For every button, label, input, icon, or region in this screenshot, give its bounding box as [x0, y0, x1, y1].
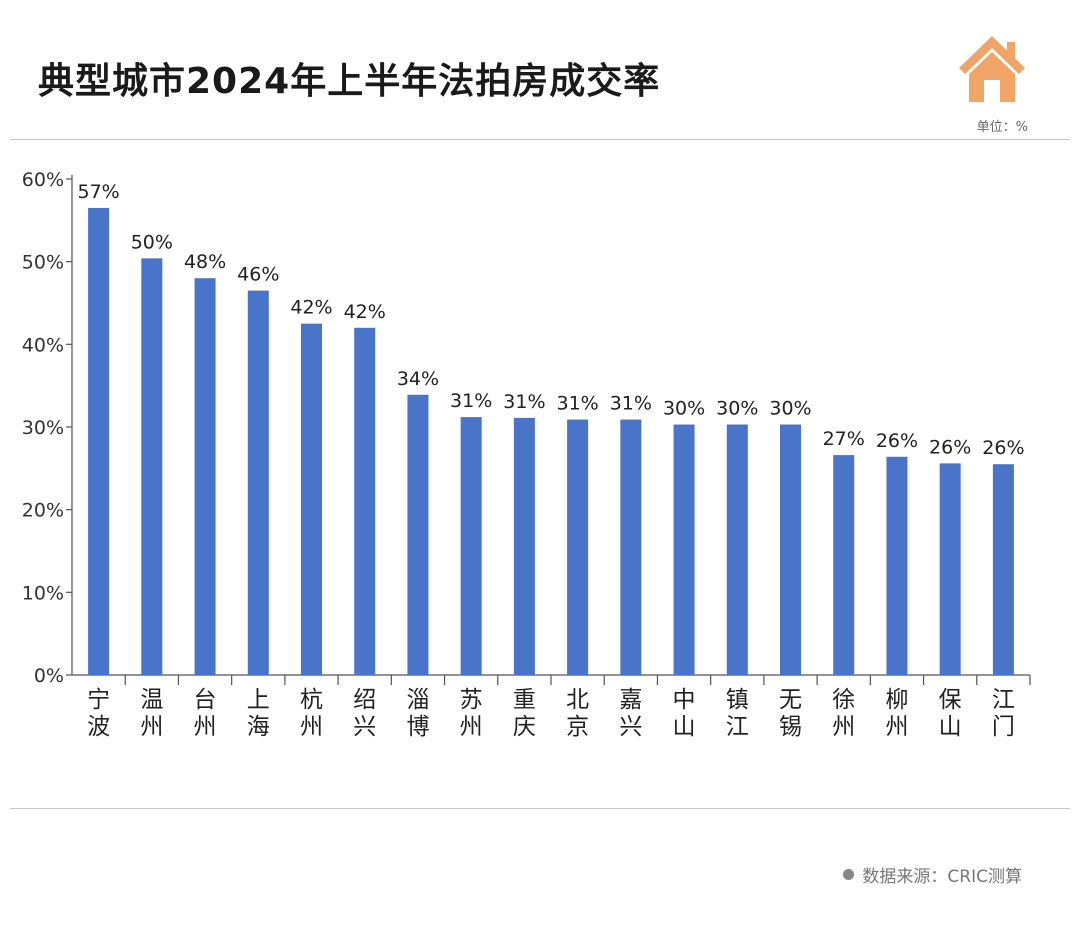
data-label: 30%	[716, 398, 758, 420]
y-tick-label: 10%	[22, 582, 64, 604]
bar	[833, 455, 855, 675]
category-label: 州	[832, 714, 855, 740]
category-label: 重	[513, 687, 536, 713]
source-label: 数据来源：CRIC测算	[862, 867, 1022, 887]
data-label: 27%	[823, 428, 865, 450]
source-note: 数据来源：CRIC测算	[843, 862, 1022, 887]
data-label: 31%	[450, 390, 492, 412]
data-label: 48%	[184, 251, 226, 273]
bar	[992, 464, 1014, 675]
category-label: 州	[194, 714, 217, 740]
bar	[354, 327, 376, 675]
category-label: 锡	[779, 714, 802, 740]
bar	[513, 417, 535, 675]
category-label: 杭	[300, 687, 323, 713]
data-label: 26%	[982, 437, 1024, 459]
data-label: 31%	[556, 393, 598, 415]
bar	[247, 290, 269, 675]
unit-label: 单位：%	[976, 120, 1028, 135]
house-icon	[959, 36, 1025, 102]
category-label: 门	[992, 714, 1015, 740]
category-label: 京	[566, 714, 589, 740]
category-label: 江	[992, 687, 1015, 713]
data-label: 26%	[876, 430, 918, 452]
category-label: 北	[566, 687, 589, 713]
bar	[141, 258, 163, 675]
category-label: 山	[939, 714, 962, 740]
category-label: 淄	[406, 687, 429, 713]
category-label: 无	[779, 687, 802, 713]
bar	[939, 463, 961, 675]
house-door	[984, 80, 1000, 102]
bar	[673, 424, 695, 675]
category-label: 台	[194, 687, 217, 713]
dot-icon	[843, 869, 855, 880]
category-label: 绍	[353, 687, 376, 713]
category-label: 州	[460, 714, 483, 740]
category-label: 温	[140, 687, 163, 713]
house-body	[969, 52, 1015, 102]
bar	[886, 456, 908, 675]
data-label: 57%	[77, 181, 119, 203]
house-roof	[959, 36, 1025, 74]
bar	[407, 394, 429, 675]
bottom-divider	[10, 808, 1070, 809]
y-tick-label: 40%	[22, 334, 64, 356]
data-label: 26%	[929, 436, 971, 458]
y-tick-label: 20%	[22, 500, 64, 522]
bar	[726, 424, 748, 675]
category-label: 苏	[460, 687, 483, 713]
top-divider	[10, 139, 1070, 140]
category-label: 江	[726, 714, 749, 740]
category-label: 山	[673, 714, 696, 740]
y-tick-label: 50%	[22, 252, 64, 274]
category-label: 宁	[87, 687, 110, 713]
category-label: 兴	[353, 714, 376, 740]
bar	[780, 424, 801, 675]
y-tick-label: 30%	[22, 417, 64, 439]
bar	[620, 419, 642, 675]
bar	[88, 207, 110, 675]
category-label: 镇	[726, 687, 749, 713]
y-tick-label: 60%	[22, 169, 64, 191]
data-label: 46%	[237, 264, 279, 286]
category-label: 庆	[513, 714, 536, 740]
data-label: 30%	[769, 398, 811, 420]
category-label: 州	[885, 714, 908, 740]
category-label: 中	[673, 687, 696, 713]
category-label: 波	[87, 714, 110, 740]
data-label: 42%	[344, 301, 386, 323]
category-label: 上	[247, 687, 270, 713]
category-label: 海	[247, 714, 270, 740]
data-label: 30%	[663, 398, 705, 420]
category-label: 州	[140, 714, 163, 740]
data-label: 34%	[397, 368, 439, 390]
bar	[301, 323, 322, 675]
house-chimney	[1007, 42, 1015, 58]
category-label: 保	[939, 687, 962, 713]
data-label: 31%	[610, 393, 652, 415]
bar	[567, 419, 589, 675]
category-label: 州	[300, 714, 323, 740]
data-label: 42%	[290, 297, 332, 319]
chart-title: 典型城市2024年上半年法拍房成交率	[38, 61, 661, 102]
bar	[460, 417, 482, 675]
bar-chart: 0%10%20%30%40%50%60%57%宁波50%温州48%台州46%上海…	[22, 169, 1031, 740]
data-label: 31%	[503, 391, 545, 413]
category-label: 兴	[619, 714, 642, 740]
category-label: 柳	[885, 687, 908, 713]
data-label: 50%	[131, 231, 173, 253]
y-tick-label: 0%	[34, 665, 64, 687]
category-label: 嘉	[619, 687, 642, 713]
category-label: 徐	[832, 687, 855, 713]
category-label: 博	[406, 714, 429, 740]
bar	[194, 278, 216, 675]
